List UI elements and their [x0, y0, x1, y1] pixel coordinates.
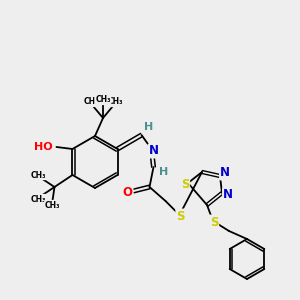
Text: N: N [223, 188, 233, 202]
Text: H: H [144, 122, 153, 132]
Text: S: S [181, 178, 189, 191]
Text: O: O [122, 185, 133, 199]
Text: H: H [159, 167, 168, 177]
Text: CH₃: CH₃ [31, 170, 46, 179]
Text: HO: HO [34, 142, 52, 152]
Text: CH₃: CH₃ [45, 200, 60, 209]
Text: CH₃: CH₃ [107, 98, 123, 106]
Text: CH₃: CH₃ [31, 194, 46, 203]
Text: CH₃: CH₃ [83, 98, 99, 106]
Text: S: S [210, 215, 218, 229]
Text: S: S [176, 209, 185, 223]
Text: N: N [220, 167, 230, 179]
Text: CH₃: CH₃ [95, 95, 111, 104]
Text: N: N [148, 145, 158, 158]
